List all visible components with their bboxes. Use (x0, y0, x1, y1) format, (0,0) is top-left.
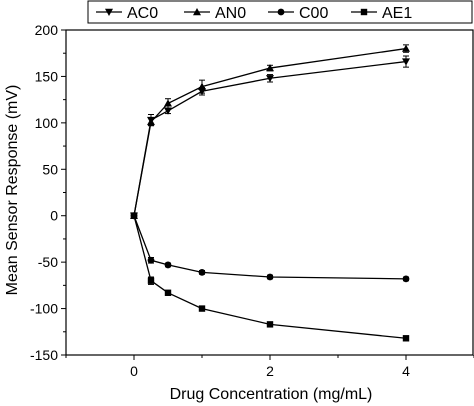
data-point (147, 277, 155, 284)
data-point (164, 261, 172, 269)
y-tick-label: -100 (30, 301, 58, 317)
data-point (147, 117, 155, 126)
legend-item-an0: AN0 (184, 5, 246, 22)
y-tick-label: 100 (35, 115, 59, 131)
data-point (198, 305, 206, 312)
legend-item-c00: C00 (268, 5, 328, 22)
y-axis-ticks: -150 -100 -50 0 50 100 150 200 (30, 22, 66, 363)
legend-label: AN0 (215, 5, 246, 22)
legend-item-ae1: AE1 (351, 5, 412, 22)
series-line (133, 215, 407, 280)
series-line (133, 215, 407, 339)
data-point (198, 82, 206, 90)
x-axis-ticks: 0 2 4 (65, 355, 474, 379)
y-tick-label: 200 (35, 22, 59, 38)
legend-label: C00 (299, 5, 328, 22)
data-point (402, 335, 410, 342)
data-point (130, 212, 138, 219)
data-point (402, 275, 410, 283)
data-point (402, 58, 410, 66)
data-point (402, 44, 410, 52)
data-point (266, 75, 274, 83)
legend-label: AE1 (382, 5, 412, 22)
x-axis-title: Drug Concentration (mg/mL) (170, 386, 373, 403)
data-point (266, 321, 274, 328)
series-an0 (130, 44, 410, 219)
y-tick-label: 50 (42, 161, 58, 177)
data-point (198, 268, 206, 276)
y-tick-label: -150 (30, 347, 58, 363)
y-tick-label: 150 (35, 68, 59, 84)
legend-label: AC0 (127, 5, 158, 22)
legend-item-ac0: AC0 (96, 5, 158, 22)
x-tick-label: 4 (402, 363, 410, 379)
data-point (164, 289, 172, 296)
x-tick-label: 2 (266, 363, 274, 379)
legend: AC0 AN0 C00 AE1 (87, 0, 473, 24)
y-tick-label: -50 (38, 254, 58, 270)
legend-marker (105, 8, 113, 16)
series-line (133, 60, 407, 216)
legend-marker (277, 8, 285, 16)
data-point (147, 256, 155, 264)
data-point (164, 107, 172, 115)
series-layer (130, 44, 410, 342)
y-axis-title: Mean Sensor Response (mV) (4, 85, 21, 296)
series-line (133, 47, 407, 216)
series-ac0 (130, 55, 410, 220)
x-tick-label: 0 (130, 363, 138, 379)
series-ae1 (130, 212, 410, 342)
legend-marker (193, 8, 201, 16)
data-point (266, 273, 274, 281)
y-tick-label: 0 (50, 208, 58, 224)
data-point (164, 99, 172, 107)
series-c00 (130, 212, 410, 283)
data-point (266, 64, 274, 72)
legend-marker (360, 8, 368, 16)
